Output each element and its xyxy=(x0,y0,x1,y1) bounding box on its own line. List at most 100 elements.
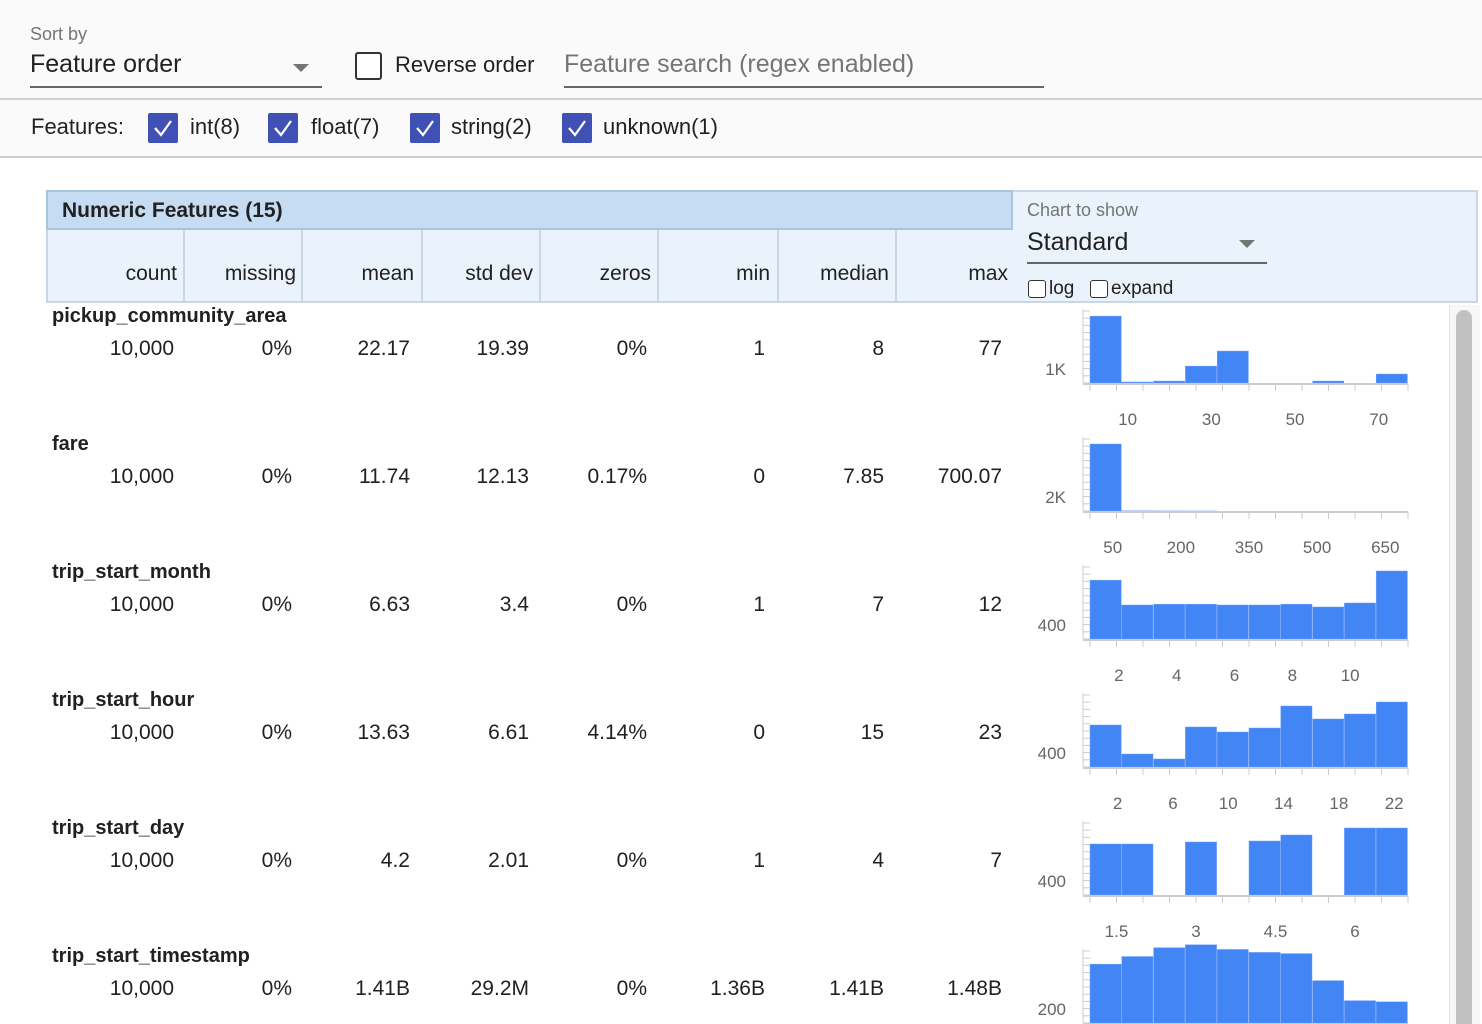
histogram-bar xyxy=(1089,443,1122,512)
column-header-count[interactable]: count xyxy=(125,262,177,285)
stat-zeros: 0% xyxy=(616,977,647,1000)
expand-checkbox[interactable] xyxy=(1090,280,1108,298)
stat-median: 7.85 xyxy=(843,465,884,488)
sort-by-label: Sort by xyxy=(30,24,88,44)
x-tick-label: 22 xyxy=(1385,794,1404,813)
stat-zeros: 0% xyxy=(616,593,647,616)
stat-missing: 0% xyxy=(261,977,292,1000)
sort-by-value: Feature order xyxy=(30,50,182,78)
x-tick-label: 200 xyxy=(1167,538,1195,557)
x-tick-label: 1.5 xyxy=(1105,922,1129,941)
feature-type-checkbox[interactable] xyxy=(268,113,298,143)
stat-mean: 1.41B xyxy=(355,977,410,1000)
histogram-bar xyxy=(1248,604,1281,640)
x-tick-label: 2 xyxy=(1113,794,1122,813)
feature-type-checkbox[interactable] xyxy=(562,113,592,143)
stat-zeros: 0% xyxy=(616,337,647,360)
column-header-min[interactable]: min xyxy=(736,262,770,285)
histogram-bar xyxy=(1344,713,1376,768)
x-tick-label: 350 xyxy=(1235,538,1263,557)
stat-count: 10,000 xyxy=(109,593,174,616)
histogram-bar xyxy=(1185,944,1217,1024)
column-header-median[interactable]: median xyxy=(820,262,889,285)
y-tick-label: 1K xyxy=(1045,360,1066,379)
stat-max: 77 xyxy=(978,337,1002,360)
chart-to-show-label: Chart to show xyxy=(1027,200,1139,220)
stat-std-dev: 29.2M xyxy=(470,977,529,1000)
histogram-bar xyxy=(1089,843,1122,896)
column-header-zeros[interactable]: zeros xyxy=(599,262,651,285)
histogram-bar xyxy=(1280,705,1313,768)
stat-std-dev: 19.39 xyxy=(476,337,529,360)
column-divider xyxy=(657,230,659,303)
stat-missing: 0% xyxy=(261,465,292,488)
stat-zeros: 0% xyxy=(616,849,647,872)
histogram-bar xyxy=(1185,603,1217,640)
column-header-std-dev[interactable]: std dev xyxy=(465,262,533,285)
check-icon xyxy=(274,120,292,137)
stat-min: 1 xyxy=(753,849,765,872)
stat-missing: 0% xyxy=(261,593,292,616)
feature-name[interactable]: trip_start_month xyxy=(52,561,211,583)
histogram-bar xyxy=(1089,579,1122,640)
histogram-bar xyxy=(1121,843,1154,896)
stat-zeros: 4.14% xyxy=(587,721,647,744)
x-tick-label: 6 xyxy=(1168,794,1177,813)
histogram-bar xyxy=(1089,963,1122,1024)
histogram-bar xyxy=(1089,724,1122,768)
sort-by-select[interactable]: Feature order xyxy=(30,50,322,88)
histogram-bar xyxy=(1216,731,1249,768)
dropdown-arrow-icon xyxy=(1239,240,1255,248)
feature-type-label: string(2) xyxy=(451,114,532,139)
stat-median: 15 xyxy=(860,721,884,744)
chart-to-show-select[interactable]: Standard xyxy=(1027,228,1267,264)
histogram-bar xyxy=(1312,606,1345,640)
x-tick-label: 6 xyxy=(1350,922,1359,941)
y-tick-label: 2K xyxy=(1045,488,1066,507)
y-tick-label: 200 xyxy=(1038,1000,1066,1019)
column-divider xyxy=(301,230,303,303)
chart-to-show-value: Standard xyxy=(1027,228,1129,256)
column-header-max[interactable]: max xyxy=(968,262,1008,285)
stat-max: 7 xyxy=(990,849,1002,872)
x-tick-label: 3 xyxy=(1191,922,1200,941)
stat-std-dev: 3.4 xyxy=(499,593,529,616)
histogram-bar xyxy=(1216,604,1249,640)
histogram-bar xyxy=(1248,840,1281,896)
column-divider xyxy=(183,230,185,303)
x-tick-label: 500 xyxy=(1303,538,1331,557)
feature-name[interactable]: fare xyxy=(52,433,89,455)
feature-name[interactable]: trip_start_hour xyxy=(52,689,195,711)
stat-mean: 6.63 xyxy=(369,593,410,616)
histogram-bar xyxy=(1153,603,1186,640)
feature-type-checkbox[interactable] xyxy=(148,113,178,143)
feature-name[interactable]: trip_start_day xyxy=(52,817,185,839)
log-checkbox[interactable] xyxy=(1028,280,1046,298)
stat-max: 23 xyxy=(978,721,1002,744)
numeric-features-title: Numeric Features (15) xyxy=(46,190,1013,230)
feature-type-checkbox[interactable] xyxy=(410,113,440,143)
feature-name[interactable]: pickup_community_area xyxy=(52,305,287,327)
x-tick-label: 4.5 xyxy=(1264,922,1288,941)
histogram-bar xyxy=(1375,827,1408,896)
check-icon xyxy=(568,120,586,137)
histogram-bar xyxy=(1344,1000,1376,1024)
x-tick-label: 50 xyxy=(1103,538,1122,557)
histogram-bar xyxy=(1121,381,1154,384)
histogram-bar xyxy=(1312,380,1345,384)
feature-search-input[interactable]: Feature search (regex enabled) xyxy=(564,50,1044,88)
stat-min: 1 xyxy=(753,593,765,616)
column-divider xyxy=(421,230,423,303)
histogram-bar xyxy=(1344,602,1376,640)
check-icon xyxy=(154,120,172,137)
column-header-mean[interactable]: mean xyxy=(361,262,414,285)
reverse-order-checkbox[interactable] xyxy=(355,52,382,80)
x-tick-label: 14 xyxy=(1274,794,1293,813)
x-tick-label: 10 xyxy=(1118,410,1137,429)
feature-name[interactable]: trip_start_timestamp xyxy=(52,945,250,967)
reverse-order-label: Reverse order xyxy=(395,52,535,77)
scrollbar-thumb[interactable] xyxy=(1456,310,1472,1024)
column-header-missing[interactable]: missing xyxy=(224,262,296,285)
histogram-bar xyxy=(1121,604,1154,640)
y-tick-label: 400 xyxy=(1038,616,1066,635)
